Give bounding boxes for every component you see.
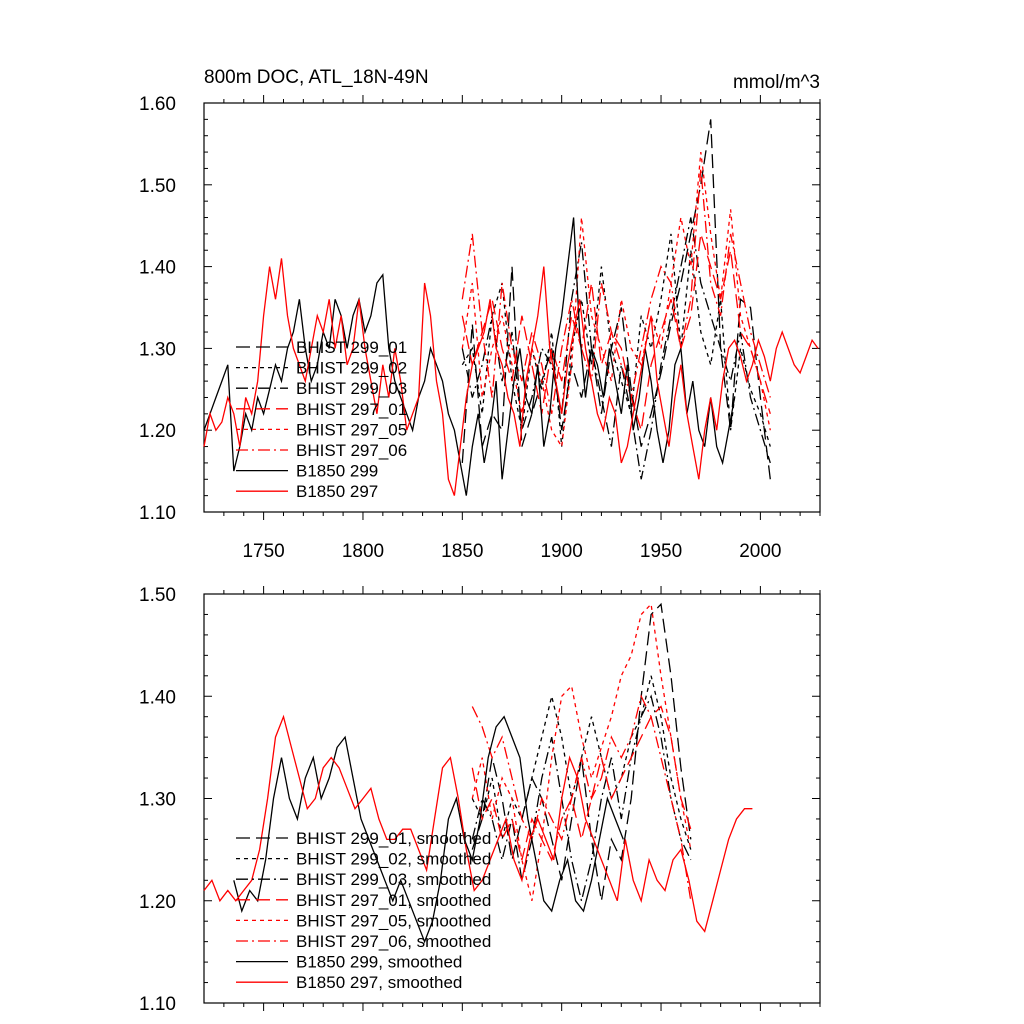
y-tick-label: 1.60 [139,94,176,115]
series-line-4 [471,602,692,901]
y-tick-label: 1.50 [139,585,176,606]
legend-label-5: BHIST 297_06, smoothed [296,932,491,951]
y-tick-label: 1.10 [139,994,176,1015]
y-tick-label: 1.10 [139,503,176,524]
legend-label-6: B1850 299 [296,462,378,481]
x-tick-label: 2000 [739,541,781,562]
legend-label-1: BHIST 299_02 [296,359,407,378]
series-line-6 [203,217,736,496]
legend-label-5: BHIST 297_06 [296,441,407,460]
series-line-6 [233,715,624,944]
series-line-0 [471,602,692,901]
y-tick-label: 1.40 [139,258,176,279]
y-tick-label: 1.30 [139,339,176,360]
legend-label-6: B1850 299, smoothed [296,953,462,972]
bottom-series [203,602,753,944]
series-line-2 [461,217,771,480]
x-tick-label: 1850 [441,541,483,562]
bottom-panel: 1.10 1.20 1.30 1.40 1.50 BHIST 299_01, smoot… [139,585,821,1015]
legend-label-3: BHIST 297_01 [296,400,407,419]
legend-label-1: BHIST 299_02, smoothed [296,850,491,869]
units-label: mmol/m^3 [733,72,820,93]
legend-label-0: BHIST 299_01, smoothed [296,829,491,848]
legend-label-7: B1850 297, smoothed [296,973,462,992]
top-series [203,119,819,496]
legend-label-7: B1850 297 [296,482,378,501]
series-line-7 [203,714,753,933]
legend-label-4: BHIST 297_05 [296,420,407,439]
top-panel: 800m DOC, ATL_18N-49N mmol/m^3 1.101.201… [139,67,821,562]
series-line-4 [461,152,771,449]
chart-title: 800m DOC, ATL_18N-49N [204,67,429,88]
series-line-1 [471,675,692,850]
y-tick-label: 1.40 [139,687,176,708]
series-line-3 [471,705,692,862]
x-tick-label: 1800 [342,541,384,562]
series-line-7 [203,258,819,496]
series-line-0 [461,119,771,480]
y-tick-label: 1.20 [139,421,176,442]
y-tick-label: 1.30 [139,790,176,811]
x-tick-label: 1950 [640,541,682,562]
y-tick-label: 1.50 [139,176,176,197]
bottom-axes: 1.10 1.20 1.30 1.40 1.50 [139,585,821,1015]
series-line-5 [461,168,771,414]
plot-frame [203,102,821,513]
legend-label-2: BHIST 299_03, smoothed [296,870,491,889]
top-axes: 1.10 1.20 1.30 1.40 1.50 1.60 1750 1800 1850 1900… [139,94,821,562]
series-line-5 [471,694,692,901]
legend-label-4: BHIST 297_05, smoothed [296,911,491,930]
legend-label-0: BHIST 299_01 [296,338,407,357]
y-tick-label: 1.20 [139,892,176,913]
x-tick-label: 1750 [242,541,284,562]
bottom-legend: BHIST 299_01, smoothed BHIST 299_02, smoo… [236,829,491,992]
legend-label-2: BHIST 299_03 [296,379,407,398]
x-tick-label: 1900 [541,541,583,562]
legend-label-3: BHIST 297_01, smoothed [296,891,491,910]
